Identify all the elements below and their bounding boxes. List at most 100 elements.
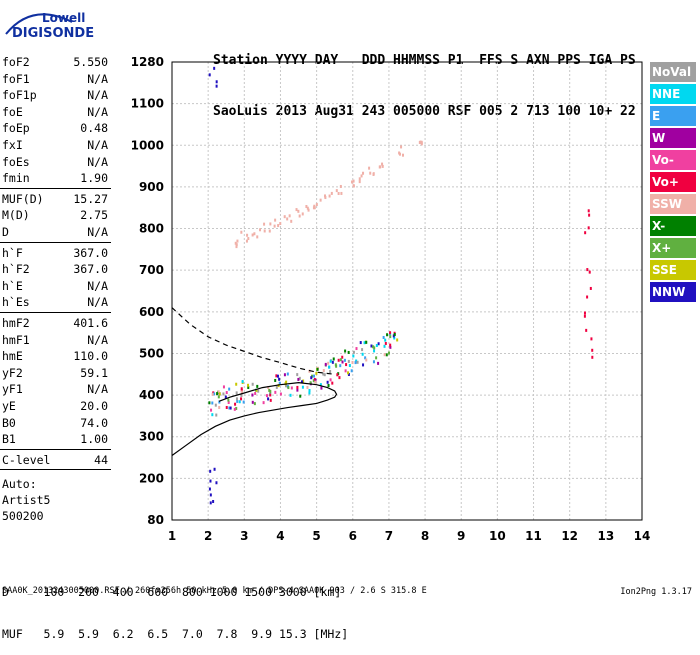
echo-mark xyxy=(278,377,281,381)
echo-mark xyxy=(255,388,258,392)
param-row: foEp 0.48 xyxy=(2,120,108,136)
legend-item: W xyxy=(650,128,696,148)
param-label: foEp xyxy=(2,121,30,136)
echo-mark xyxy=(327,384,330,388)
y-tick-label: 400 xyxy=(139,388,164,402)
param-value: 367.0 xyxy=(73,245,108,260)
echo-mark xyxy=(418,140,421,144)
echo-mark xyxy=(217,390,220,394)
echo-mark xyxy=(351,180,354,184)
echo-mark xyxy=(335,189,338,193)
echo-mark xyxy=(301,385,304,389)
y-tick-label: 200 xyxy=(139,471,164,485)
echo-mark xyxy=(339,364,342,368)
echo-mark xyxy=(285,380,288,384)
echo-mark xyxy=(322,372,325,376)
echo-mark xyxy=(251,393,254,397)
echo-mark xyxy=(329,378,332,382)
echo-mark xyxy=(284,384,287,388)
echo-mark xyxy=(348,364,351,368)
echo-mark xyxy=(211,392,214,396)
param-value: N/A xyxy=(87,382,108,397)
param-value: N/A xyxy=(87,225,108,239)
x-tick-label: 1 xyxy=(168,529,176,543)
echo-mark xyxy=(267,386,270,390)
param-row: hmF2 401.6 xyxy=(2,315,108,331)
echo-mark xyxy=(382,335,385,339)
param-row: foF1p N/A xyxy=(2,87,108,103)
echo-mark xyxy=(210,408,213,412)
param-row: foF2 5.550 xyxy=(2,54,108,70)
echo-mark xyxy=(305,205,308,209)
echo-mark xyxy=(330,191,333,195)
echo-mark xyxy=(381,164,384,168)
echo-mark xyxy=(389,335,392,339)
param-value: 5.550 xyxy=(73,55,108,69)
station-header: Station YYYY DAY DDD HHMMSS P1 FFS S AXN… xyxy=(213,18,636,137)
echo-mark xyxy=(338,376,341,380)
echo-mark xyxy=(277,224,280,228)
echo-mark xyxy=(233,407,236,411)
echo-mark xyxy=(310,376,313,380)
auto-line1: Auto: xyxy=(2,477,37,492)
echo-mark xyxy=(331,381,334,385)
param-row: h`Es N/A xyxy=(2,294,108,310)
echo-mark xyxy=(329,359,332,363)
echo-mark xyxy=(263,222,266,226)
echo-mark xyxy=(347,372,350,376)
echo-mark xyxy=(398,152,401,156)
echo-mark xyxy=(218,400,221,404)
autoscaling-info: Auto: Artist5 500200 xyxy=(2,476,50,524)
echo-mark xyxy=(253,402,256,406)
legend-item: Vo- xyxy=(650,150,696,170)
param-value: 1.00 xyxy=(80,432,108,447)
auto-line3: 500200 xyxy=(2,509,44,524)
param-label: h`F2 xyxy=(2,262,30,277)
echo-mark xyxy=(238,400,241,404)
echo-mark xyxy=(315,371,318,375)
echo-mark xyxy=(383,353,386,357)
echo-mark xyxy=(235,406,238,410)
echo-mark xyxy=(287,386,290,390)
echo-mark xyxy=(215,84,218,88)
echo-mark xyxy=(306,385,309,389)
echo-mark xyxy=(358,180,361,184)
echo-mark xyxy=(377,361,380,365)
echo-mark xyxy=(365,358,368,362)
echo-mark xyxy=(274,378,277,382)
echo-mark xyxy=(242,400,245,404)
param-row: fmin 1.90 xyxy=(2,170,108,186)
param-value: 44 xyxy=(94,452,108,467)
echo-mark xyxy=(588,270,591,274)
echo-mark xyxy=(265,394,268,398)
echo-mark xyxy=(225,405,228,409)
echo-mark xyxy=(587,226,590,230)
echo-mark xyxy=(326,380,329,384)
param-separator xyxy=(0,187,111,189)
echo-mark xyxy=(298,214,301,218)
echo-mark xyxy=(224,395,227,399)
echo-mark xyxy=(387,351,390,355)
echo-mark xyxy=(589,286,592,290)
echo-mark xyxy=(283,373,286,377)
echo-mark xyxy=(245,239,248,243)
echo-mark xyxy=(363,341,366,345)
echo-mark xyxy=(215,481,218,485)
echo-mark xyxy=(211,413,214,417)
echo-mark xyxy=(240,393,243,397)
param-row: yF2 59.1 xyxy=(2,365,108,381)
digisonde-logo: Lowell DIGISONDE xyxy=(5,11,94,41)
echo-mark xyxy=(215,413,218,417)
y-tick-label: 900 xyxy=(139,180,164,194)
echo-mark xyxy=(208,73,211,77)
echo-mark xyxy=(278,381,281,385)
echo-mark xyxy=(256,384,259,388)
echo-mark xyxy=(352,179,355,183)
echo-mark xyxy=(372,360,375,364)
echo-mark xyxy=(316,367,319,371)
echo-mark xyxy=(268,388,271,392)
echo-mark xyxy=(389,343,392,347)
echo-mark xyxy=(400,145,403,149)
echo-mark xyxy=(215,80,218,84)
param-row: D N/A xyxy=(2,224,108,240)
